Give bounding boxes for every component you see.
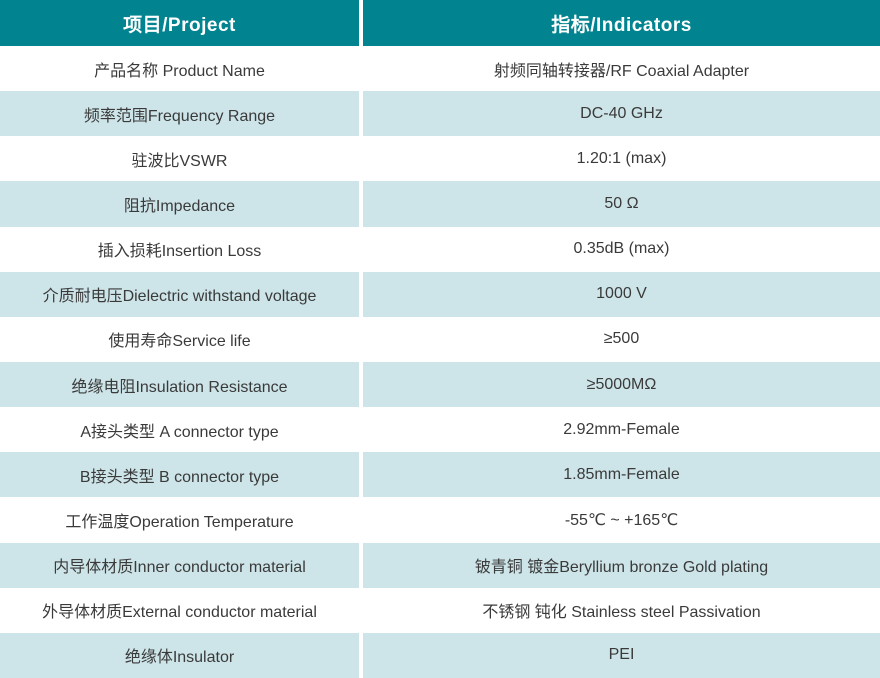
indicator-cell: 2.92mm-Female bbox=[563, 420, 680, 438]
indicator-cell: 1.20:1 (max) bbox=[576, 149, 667, 167]
table-row: 外导体材质External conductor material 不锈钢 钝化 … bbox=[0, 587, 880, 633]
project-cell: 使用寿命Service life bbox=[0, 316, 363, 362]
project-cell: 产品名称 Product Name bbox=[0, 46, 363, 92]
header-project: 项目/Project bbox=[0, 0, 363, 46]
indicator-cell: 1.85mm-Female bbox=[563, 465, 680, 483]
indicator-cell: ≥500 bbox=[603, 330, 640, 348]
project-cell: 介质耐电压Dielectric withstand voltage bbox=[0, 271, 363, 317]
project-cell: 驻波比VSWR bbox=[0, 136, 363, 182]
indicator-cell: PEI bbox=[608, 646, 635, 664]
project-cell: 插入损耗Insertion Loss bbox=[0, 226, 363, 272]
table-row: 阻抗Impedance 50 Ω bbox=[0, 181, 880, 227]
indicator-cell: -55℃ ~ +165℃ bbox=[564, 511, 679, 529]
table-row: 工作温度Operation Temperature -55℃ ~ +165℃ bbox=[0, 497, 880, 543]
indicator-cell: 铍青铜 镀金Beryllium bronze Gold plating bbox=[474, 559, 769, 577]
project-cell: 内导体材质Inner conductor material bbox=[0, 542, 363, 588]
project-cell: A接头类型 A connector type bbox=[0, 407, 363, 453]
indicator-cell: 50 Ω bbox=[604, 194, 639, 212]
project-cell: 绝缘电阻Insulation Resistance bbox=[0, 361, 363, 408]
table-row: A接头类型 A connector type 2.92mm-Female bbox=[0, 407, 880, 453]
project-cell: 工作温度Operation Temperature bbox=[0, 497, 363, 543]
header-indicators: 指标/Indicators bbox=[551, 14, 692, 36]
table-row: 使用寿命Service life ≥500 bbox=[0, 316, 880, 362]
table-row: 绝缘电阻Insulation Resistance ≥5000MΩ bbox=[0, 361, 880, 408]
table-row: 频率范围Frequency Range DC-40 GHz bbox=[0, 91, 880, 137]
indicator-cell: 0.35dB (max) bbox=[573, 240, 670, 258]
table-row: 内导体材质Inner conductor material 铍青铜 镀金Bery… bbox=[0, 542, 880, 588]
table-row: 产品名称 Product Name 射频同轴转接器/RF Coaxial Ada… bbox=[0, 46, 880, 92]
table-row: B接头类型 B connector type 1.85mm-Female bbox=[0, 452, 880, 498]
indicator-cell: ≥5000MΩ bbox=[586, 375, 657, 393]
table-row: 驻波比VSWR 1.20:1 (max) bbox=[0, 136, 880, 182]
indicator-cell: 射频同轴转接器/RF Coaxial Adapter bbox=[493, 62, 750, 80]
project-cell: 外导体材质External conductor material bbox=[0, 587, 363, 633]
indicator-cell: DC-40 GHz bbox=[580, 104, 663, 122]
project-cell: 阻抗Impedance bbox=[0, 181, 363, 227]
project-cell: B接头类型 B connector type bbox=[0, 452, 363, 498]
table-body: 产品名称 Product Name 射频同轴转接器/RF Coaxial Ada… bbox=[0, 46, 880, 678]
project-cell: 绝缘体Insulator bbox=[0, 632, 363, 678]
table-row: 绝缘体Insulator PEI bbox=[0, 632, 880, 678]
table-row: 介质耐电压Dielectric withstand voltage 1000 V bbox=[0, 271, 880, 317]
table-header-row: 项目/Project 指标/Indicators bbox=[0, 0, 880, 46]
indicator-cell: 1000 V bbox=[596, 285, 647, 303]
indicator-cell: 不锈钢 钝化 Stainless steel Passivation bbox=[482, 604, 761, 622]
table-row: 插入损耗Insertion Loss 0.35dB (max) bbox=[0, 226, 880, 272]
project-cell: 频率范围Frequency Range bbox=[0, 91, 363, 137]
